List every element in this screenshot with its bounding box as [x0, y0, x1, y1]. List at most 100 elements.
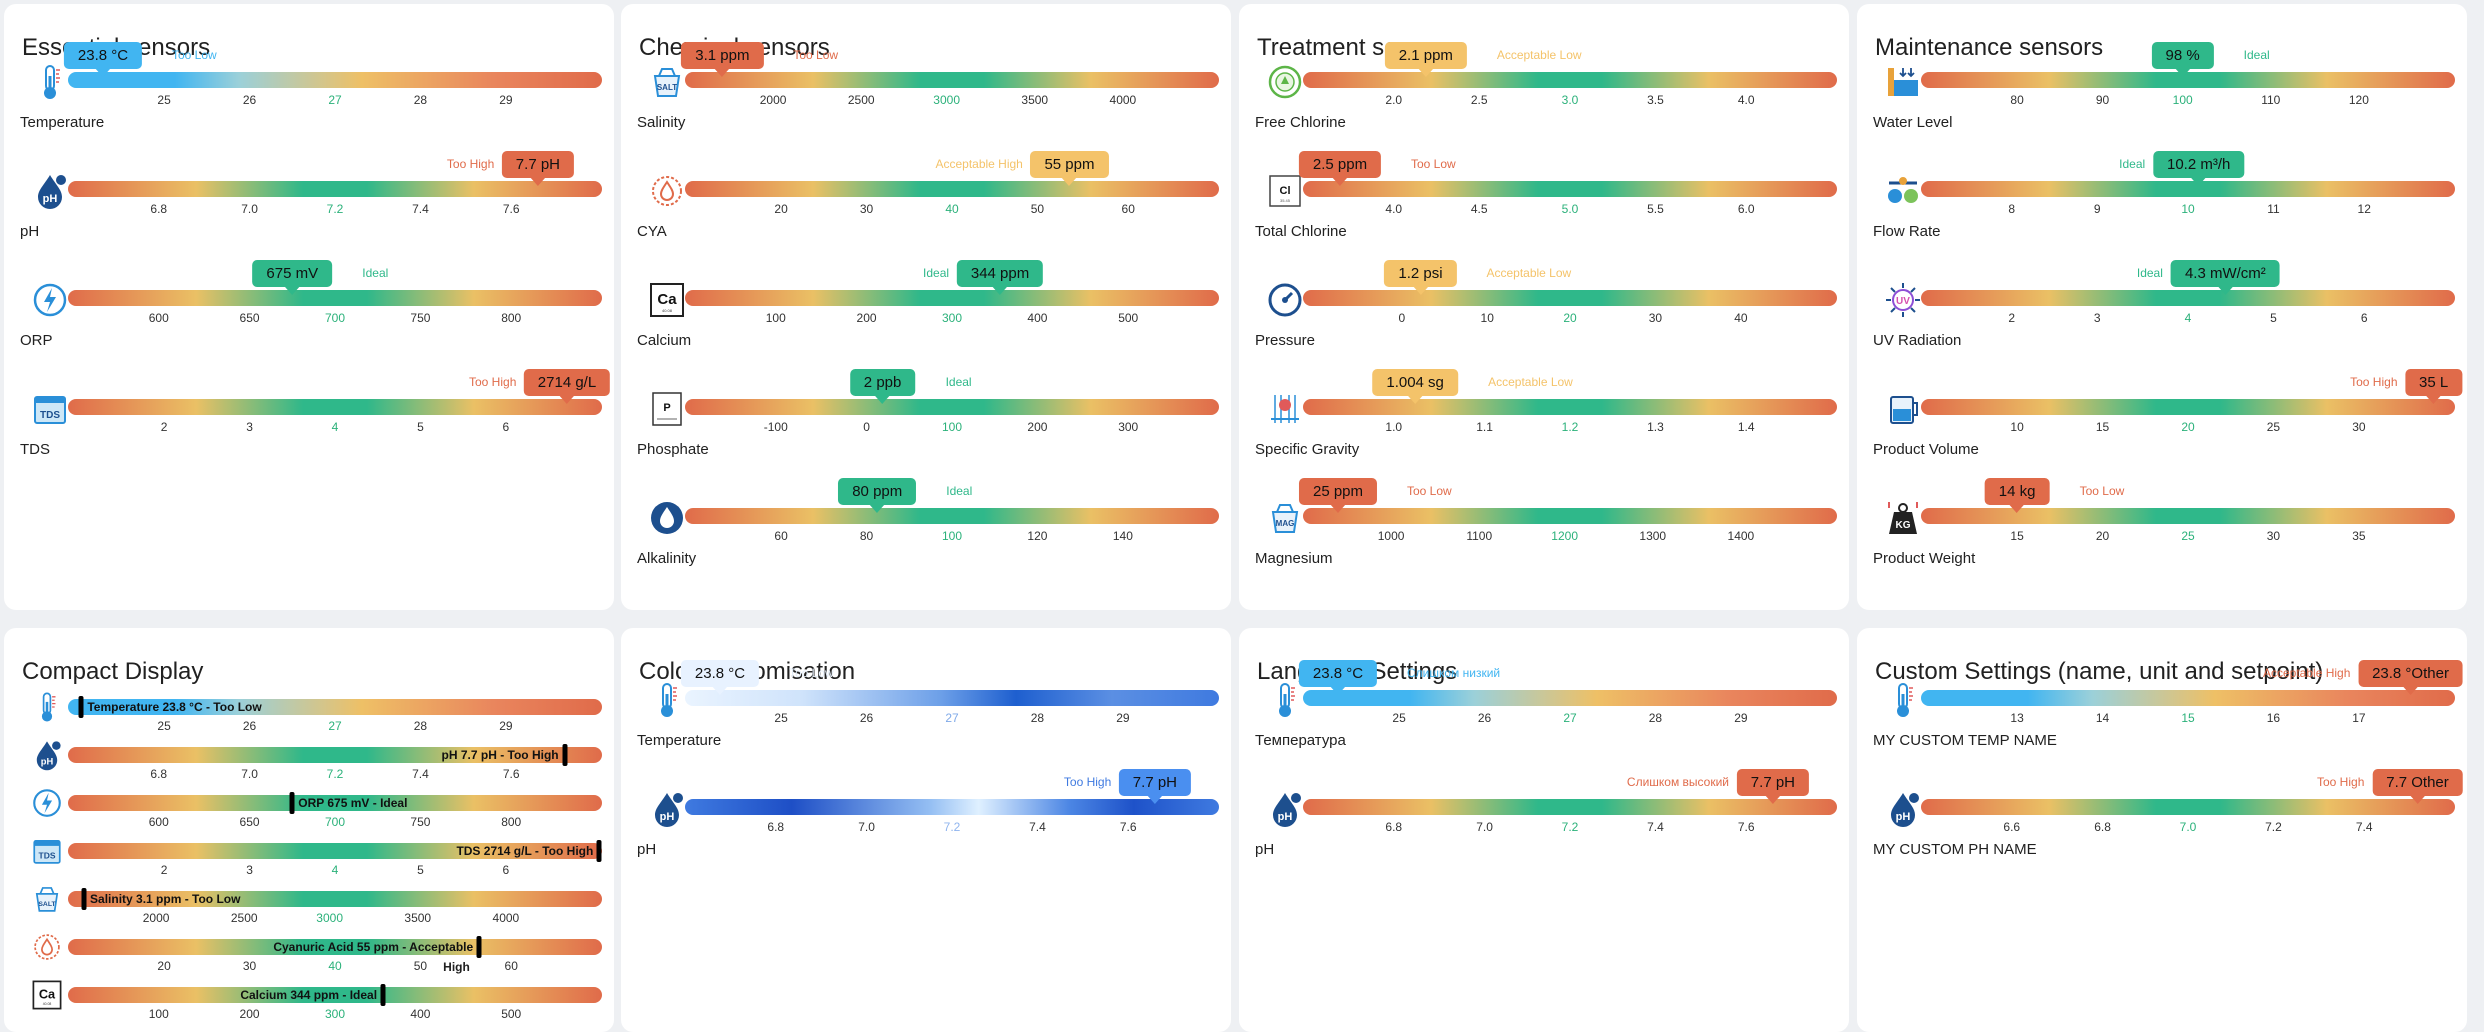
- sensor-row[interactable]: P -100 0 100 200 300 2 ppb Ideal Phosphate: [635, 331, 1225, 458]
- sensor-name: Temperature: [637, 732, 722, 749]
- compact-sensor-row[interactable]: 25 26 27 28 29 Temperature 23.8 °C - Too Low: [18, 690, 608, 740]
- compact-sensor-row[interactable]: TDS 2 3 4 5 6 TDS 2714 g/L - Too High: [18, 834, 608, 884]
- compact-sensor-row[interactable]: Ca 40.08 100 200 300 400 500 Calcium 344 ppm - …: [18, 978, 608, 1028]
- compact-sensor-row[interactable]: pH 6.8 7.0 7.2 7.4 7.6 pH 7.7 pH - Too High: [18, 738, 608, 788]
- value-bubble: 2 ppb: [849, 369, 916, 404]
- gauge-track: [68, 939, 602, 955]
- sensor-row[interactable]: 25 26 27 28 29 23.8 °C Too Low Temperature: [18, 4, 608, 131]
- tick-label: 800: [501, 311, 522, 325]
- gauge-track: [68, 795, 602, 811]
- value-marker: [289, 792, 295, 814]
- tick-label: 25: [774, 711, 788, 725]
- compact-sensor-row[interactable]: 20 30 40 50 60 Cyanuric Acid 55 ppm - Accepta…: [18, 930, 608, 980]
- tick-label: 7.2: [326, 767, 344, 781]
- tick-label: 650: [239, 311, 260, 325]
- sensor-row[interactable]: 25 26 27 28 29 23.8 °C Слишком низкий Температу…: [1253, 628, 1843, 749]
- tick-label: 30: [2352, 420, 2366, 434]
- compact-sensor-row[interactable]: SALT 2000 2500 3000 3500 4000 Salinity 3.1 ppm…: [18, 882, 608, 932]
- value-bubble: 98 %: [2151, 42, 2214, 77]
- sensor-row[interactable]: 60 80 100 120 140 80 ppm Ideal Alkalinity: [635, 440, 1225, 567]
- tick-label: 26: [859, 711, 874, 725]
- sensor-row[interactable]: 10 15 20 25 30 35 L Too High Product Volume: [1871, 331, 2463, 458]
- tick-label: 500: [501, 1007, 522, 1021]
- gauge-track: [1921, 399, 2455, 415]
- tick-label: 28: [1648, 711, 1663, 725]
- gauge-track: [1921, 508, 2455, 524]
- value-bubble: 7.7 pH: [1118, 769, 1192, 804]
- tick-label: 600: [148, 815, 169, 829]
- tick-label: 500: [1118, 311, 1139, 325]
- sensor-row[interactable]: 1.0 1.1 1.2 1.3 1.4 1.004 sg Acceptable Low Spe…: [1253, 331, 1843, 458]
- sensor-row[interactable]: 80 90 100 110 120 98 % Ideal Water Level: [1871, 4, 2461, 131]
- compact-value-text: ORP 675 mV - Ideal: [298, 796, 408, 810]
- status-label: Ideal: [945, 375, 972, 389]
- compact-value-text: Cyanuric Acid 55 ppm - Acceptable: [273, 940, 474, 954]
- sensor-row[interactable]: Ca 40.08 100 200 300 400 500 344 ppm Ideal Calciu…: [635, 222, 1225, 349]
- value-bubble: 35 L: [2405, 369, 2463, 404]
- gauge-ticks: 600 650 700 750 800: [68, 311, 602, 325]
- gauge-track: [1921, 799, 2455, 815]
- tick-label: 100: [941, 529, 963, 543]
- sensor-row[interactable]: 25 26 27 28 29 23.8 °C Too Low Temperature: [635, 628, 1225, 749]
- sensor-row[interactable]: 20 30 40 50 60 55 ppm Acceptable High CYA: [635, 113, 1225, 240]
- sensor-name: Total Chlorine: [1255, 223, 1347, 240]
- gauge-ticks: 600 650 700 750 800: [68, 815, 602, 829]
- svg-text:pH: pH: [1896, 811, 1911, 823]
- calcium-icon: Ca 40.08: [30, 978, 64, 1012]
- tick-label: 2.0: [1385, 93, 1403, 107]
- tick-label: 7.4: [1029, 820, 1046, 834]
- product-volume-icon: [1883, 389, 1923, 429]
- sensor-name: Temperature: [20, 114, 105, 131]
- tick-label: 14: [2095, 711, 2110, 725]
- compact-value-text: Salinity 3.1 ppm - Too Low: [90, 892, 241, 906]
- status-label: Too Low: [793, 48, 839, 62]
- sensor-row[interactable]: Cl 35.45 4.0 4.5 5.0 5.5 6.0 2.5 ppm Too Low Tota…: [1253, 113, 1843, 240]
- gauge-ticks: 2 3 4 5 6: [1921, 311, 2455, 325]
- tick-label: 7.6: [502, 202, 520, 216]
- tick-label: 7.0: [241, 767, 258, 781]
- gauge-ticks: 2000 2500 3000 3500 4000: [68, 911, 602, 925]
- tick-label: 3500: [404, 911, 432, 925]
- tick-label: 80: [2010, 93, 2024, 107]
- tick-label: 200: [856, 311, 877, 325]
- tick-label: 50: [413, 959, 428, 973]
- gauge-track: [68, 843, 602, 859]
- sensor-row[interactable]: pH 6.6 6.8 7.0 7.2 7.4 7.7 Other Too High MY CUS…: [1871, 731, 2463, 858]
- sensor-row[interactable]: KG 15 20 25 30 35 14 kg Too Low Product Weight: [1871, 440, 2461, 567]
- tick-label: 10: [2181, 202, 2195, 216]
- status-label: Too Low: [1407, 484, 1452, 498]
- gauge-track: [68, 72, 602, 88]
- sensor-row[interactable]: pH 6.8 7.0 7.2 7.4 7.6 7.7 pH Too High pH: [18, 113, 608, 240]
- compact-sensor-row[interactable]: 600 650 700 750 800 ORP 675 mV - Ideal: [18, 786, 608, 836]
- sensor-row[interactable]: 600 650 700 750 800 675 mV Ideal ORP: [18, 222, 608, 349]
- sensor-row[interactable]: 0 10 20 30 40 1.2 psi Acceptable Low Pressure: [1253, 222, 1843, 349]
- sensor-name: Calcium: [637, 332, 692, 349]
- tick-label: 27: [328, 719, 342, 733]
- ph-icon: pH: [30, 738, 64, 772]
- tick-label: 28: [413, 93, 428, 107]
- tick-label: 1.2: [1561, 420, 1579, 434]
- sensor-row[interactable]: UV 2 3 4 5 6 4.3 mW/cm² Ideal UV Radiation: [1871, 222, 2461, 349]
- svg-text:KG: KG: [1896, 520, 1911, 531]
- sensor-row[interactable]: pH 6.8 7.0 7.2 7.4 7.6 7.7 pH Too High pH: [635, 731, 1225, 858]
- gauge-track: [1303, 399, 1837, 415]
- sensor-row[interactable]: pH 6.8 7.0 7.2 7.4 7.6 7.7 pH Слишком высокий pH: [1253, 731, 1843, 858]
- tick-label: 60: [1121, 202, 1135, 216]
- sensor-row[interactable]: 13 14 15 16 17 23.8 °Other Acceptable High MY C…: [1871, 628, 2463, 749]
- value-bubble: 7.7 Other: [2372, 769, 2463, 804]
- sensor-row[interactable]: TDS 2 3 4 5 6 2714 g/L Too High TDS: [18, 331, 611, 458]
- gauge-track: [685, 508, 1219, 524]
- sensor-row[interactable]: MAG 1000 1100 1200 1300 1400 25 ppm Too Low Magn…: [1253, 440, 1843, 567]
- sensor-name: MY CUSTOM PH NAME: [1873, 841, 2037, 858]
- sensor-row[interactable]: 2.0 2.5 3.0 3.5 4.0 2.1 ppm Acceptable Low Free…: [1253, 4, 1843, 131]
- tick-label: 2000: [142, 911, 170, 925]
- sensor-name: Specific Gravity: [1255, 441, 1360, 458]
- tick-label: 5: [417, 420, 424, 434]
- tick-label: 400: [1027, 311, 1048, 325]
- sensor-row[interactable]: 8 9 10 11 12 10.2 m³/h Ideal Flow Rate: [1871, 113, 2461, 240]
- sensor-row[interactable]: SALT 2000 2500 3000 3500 4000 3.1 ppm Too Low Sa…: [635, 4, 1225, 131]
- tick-label: 40: [945, 202, 959, 216]
- sensor-name: pH: [637, 841, 657, 858]
- svg-text:40.08: 40.08: [662, 308, 673, 313]
